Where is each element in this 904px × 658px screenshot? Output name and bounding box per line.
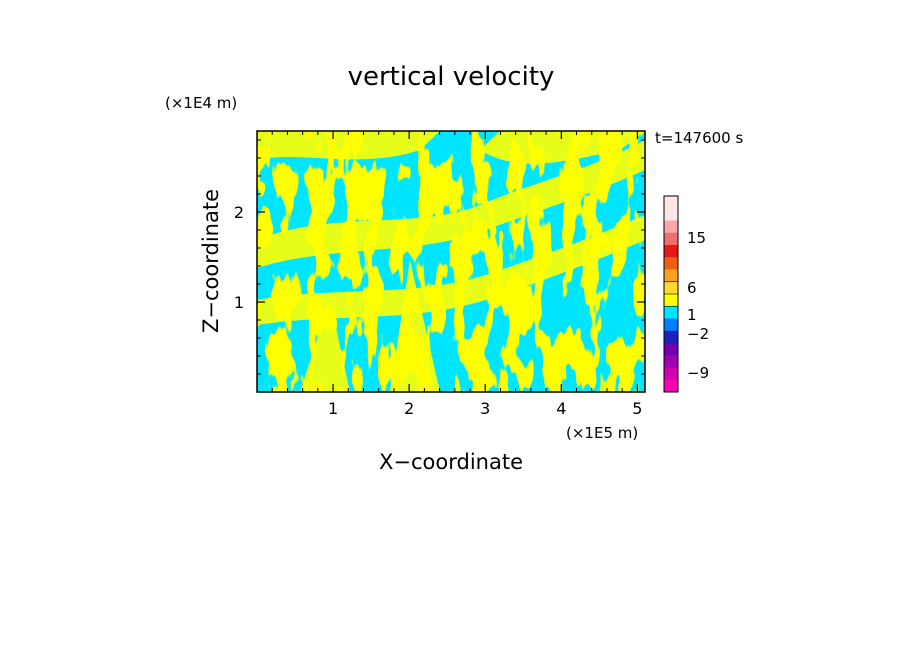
colorbar-label: 15 [687,229,706,247]
y-tick-label: 2 [234,203,244,222]
colorbar-label: −9 [687,364,709,382]
colorbar-label: 1 [687,306,697,324]
colorbar-band [664,281,678,295]
x-tick-label: 3 [480,399,490,418]
x-unit-label: (×1E5 m) [566,424,638,442]
x-axis: 1 2 3 4 5 [271,131,642,418]
y-axis-label: Z−coordinate [199,189,223,333]
colorbar-band [664,294,678,307]
colorbar-labels: 15 6 1−2 −9 [687,229,709,382]
colorbar-band [664,220,678,234]
colorbar-frame [663,195,679,393]
colorbar-band [664,306,678,319]
colorbar-band [664,245,678,258]
chart-title: vertical velocity [348,62,555,92]
colorbar-band [664,196,678,209]
x-axis-label: X−coordinate [379,450,523,474]
y-unit-label: (×1E4 m) [165,94,237,112]
colorbar-band [664,257,678,270]
colorbar-band [664,232,678,246]
y-axis: 12 [234,139,645,375]
time-label: t=147600 s [655,129,743,147]
colorbar-band [664,269,678,283]
x-tick-label: 4 [556,399,566,418]
y-tick-label: 1 [234,293,244,312]
colorbar-band [664,367,678,381]
colorbar-band [664,355,678,368]
colorbar-band [664,318,678,332]
colorbar-band [664,343,678,356]
colorbar-band [664,379,678,393]
colorbar-label: 6 [687,279,697,297]
colorbar-label: −2 [687,325,709,343]
colorbar-band [664,330,678,344]
x-tick-label: 5 [632,399,642,418]
x-tick-label: 1 [328,399,338,418]
plot-frame [256,130,646,393]
velocity-streaks [257,131,645,392]
plot-area [257,131,645,392]
colorbar-band [664,208,678,221]
colorbar [663,195,679,393]
x-tick-label: 2 [404,399,414,418]
